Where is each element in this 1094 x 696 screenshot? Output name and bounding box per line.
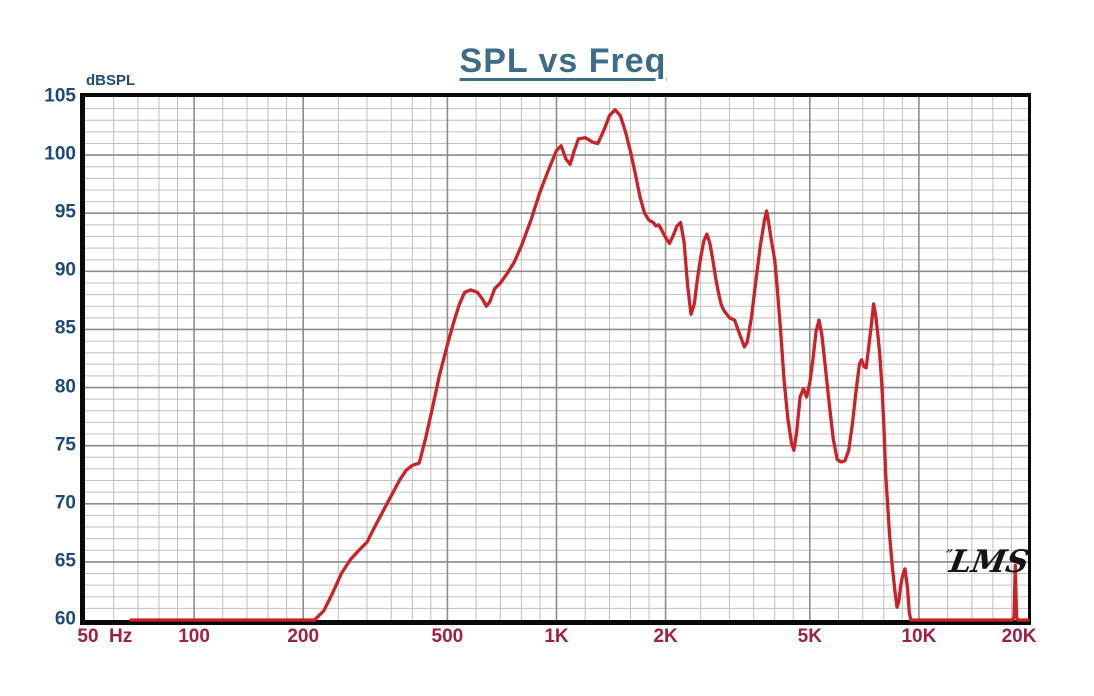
plot-area xyxy=(80,93,1031,625)
x-tick-label: 50 xyxy=(77,626,99,647)
x-tick-label: 100 xyxy=(178,626,210,647)
x-tick-label: 10K xyxy=(901,626,937,647)
lms-logo: ”LMS xyxy=(941,544,1032,580)
chart-canvas xyxy=(85,97,1030,622)
x-tick-label: 200 xyxy=(287,626,320,647)
x-axis-unit-label: Hz xyxy=(109,626,133,647)
x-tick-label: 5K xyxy=(797,626,822,647)
y-tick-label: 70 xyxy=(54,492,76,514)
y-tick-label: 65 xyxy=(54,550,76,572)
x-tick-label: 2K xyxy=(653,626,678,647)
y-tick-label: 85 xyxy=(54,317,76,339)
x-tick-label: 500 xyxy=(431,626,464,647)
y-tick-label: 80 xyxy=(54,376,76,398)
x-tick-label: 20K xyxy=(1001,626,1037,647)
y-tick-label: 60 xyxy=(54,608,76,630)
x-tick-label: 1K xyxy=(544,626,569,647)
lms-logo-text: LMS xyxy=(946,544,1032,580)
y-tick-label: 95 xyxy=(54,201,76,223)
y-axis-unit-label: dBSPL xyxy=(86,72,136,89)
y-tick-label: 75 xyxy=(54,434,76,456)
chart-title: SPL vs Freq xyxy=(459,42,667,80)
y-tick-label: 100 xyxy=(44,143,76,165)
y-tick-label: 90 xyxy=(54,259,76,281)
spl-response-curve xyxy=(129,108,1030,622)
y-tick-label: 105 xyxy=(44,85,76,107)
